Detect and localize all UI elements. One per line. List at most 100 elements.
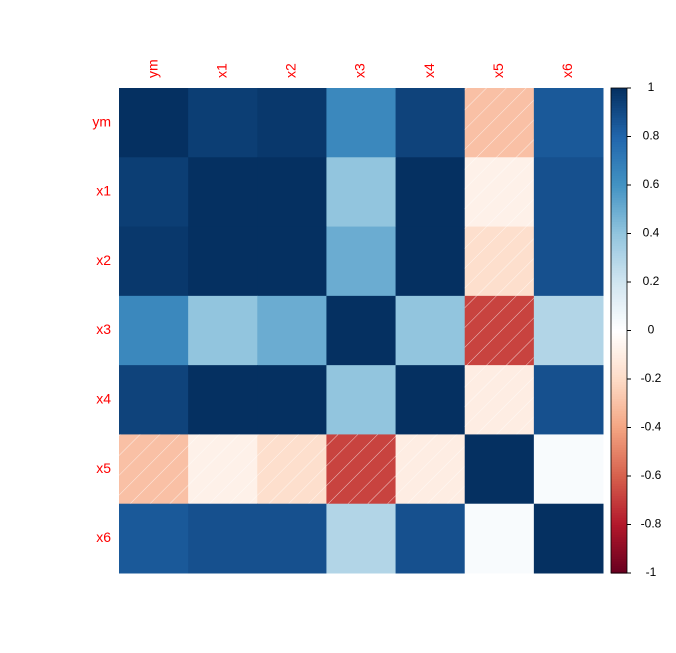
colorbar-step (611, 187, 627, 191)
colorbar-step (611, 335, 627, 339)
colorbar-step (611, 376, 627, 380)
colorbar-step (611, 451, 627, 455)
colorbar-step (611, 439, 627, 443)
colorbar-step (611, 332, 627, 336)
colorbar-step (611, 400, 627, 404)
colorbar-step (611, 323, 627, 327)
colorbar-step (611, 180, 627, 184)
colorbar-step (611, 471, 627, 475)
heatmap-cell (533, 157, 604, 228)
colorbar-step (611, 514, 627, 518)
heatmap-cell (395, 226, 466, 297)
colorbar-step (611, 485, 627, 489)
column-label: x6 (559, 63, 575, 78)
colorbar-step (611, 374, 627, 378)
heatmap-cell (326, 365, 397, 435)
colorbar-step (611, 388, 627, 392)
heatmap-cell (188, 295, 258, 366)
colorbar-step (611, 204, 627, 208)
colorbar-step (611, 480, 627, 484)
row-label: ym (92, 113, 111, 129)
colorbar-step (611, 342, 627, 346)
colorbar-step (611, 245, 627, 249)
colorbar-step (611, 262, 627, 266)
hatch (464, 88, 534, 158)
colorbar-step (611, 141, 627, 145)
heatmap-cell (119, 226, 189, 297)
colorbar-step (611, 468, 627, 472)
row-label: x3 (96, 321, 111, 337)
colorbar-step (611, 556, 627, 560)
hatch (257, 434, 327, 504)
colorbar-step (611, 366, 627, 370)
colorbar-step (611, 279, 627, 283)
colorbar-step (611, 109, 627, 113)
colorbar-step (611, 199, 627, 203)
heatmap-cell (257, 88, 327, 158)
colorbar-step (611, 488, 627, 492)
heatmap-cell (326, 295, 397, 366)
colorbar-step (611, 257, 627, 261)
heatmap-cell (326, 88, 397, 158)
colorbar-step (611, 100, 627, 104)
colorbar-step (611, 294, 627, 298)
colorbar-step (611, 240, 627, 244)
heatmap-cell (119, 295, 189, 366)
colorbar-step (611, 243, 627, 247)
column-label: x2 (283, 63, 299, 78)
colorbar-step (611, 432, 627, 436)
colorbar-step (611, 124, 627, 128)
colorbar-step (611, 519, 627, 523)
colorbar-step (611, 558, 627, 562)
colorbar-step (611, 437, 627, 441)
colorbar-step (611, 248, 627, 252)
colorbar-step (611, 534, 627, 538)
colorbar-step (611, 565, 627, 569)
colorbar-step (611, 347, 627, 351)
colorbar-step (611, 104, 627, 108)
hatch (464, 157, 534, 227)
colorbar-step (611, 172, 627, 176)
colorbar-step (611, 476, 627, 480)
colorbar-step (611, 391, 627, 395)
colorbar-step (611, 107, 627, 111)
colorbar-step (611, 340, 627, 344)
colorbar-step (611, 434, 627, 438)
heatmap-cell (533, 434, 604, 505)
colorbar-step (611, 466, 627, 470)
colorbar-step (611, 272, 627, 276)
colorbar-step (611, 483, 627, 487)
colorbar-step (611, 502, 627, 506)
colorbar-step (611, 563, 627, 567)
colorbar-step (611, 160, 627, 164)
colorbar-step (611, 97, 627, 101)
column-label: x3 (352, 63, 368, 78)
colorbar-step (611, 325, 627, 329)
colorbar-step (611, 446, 627, 450)
colorbar-step (611, 315, 627, 319)
colorbar-step (611, 570, 627, 574)
colorbar-tick-label: 0 (648, 323, 655, 337)
colorbar-step (611, 427, 627, 431)
colorbar-tick-label: -0.2 (641, 371, 662, 385)
colorbar-step (611, 357, 627, 361)
heatmap-cell (533, 503, 604, 574)
colorbar-step (611, 138, 627, 142)
heatmap-cell (257, 503, 327, 574)
colorbar-step (611, 209, 627, 213)
colorbar-step (611, 456, 627, 460)
row-label: x6 (96, 529, 111, 545)
colorbar-step (611, 349, 627, 353)
colorbar-step (611, 417, 627, 421)
colorbar-step (611, 369, 627, 373)
colorbar-step (611, 449, 627, 453)
heatmap-cell (188, 88, 258, 158)
hatch (464, 365, 534, 435)
colorbar-step (611, 146, 627, 150)
colorbar-step (611, 500, 627, 504)
colorbar-step (611, 405, 627, 409)
colorbar-tick-label: 0.8 (643, 129, 660, 143)
colorbar-step (611, 192, 627, 196)
colorbar-tick-label: 0.6 (643, 177, 660, 191)
colorbar-tick-label: -0.6 (641, 468, 662, 482)
